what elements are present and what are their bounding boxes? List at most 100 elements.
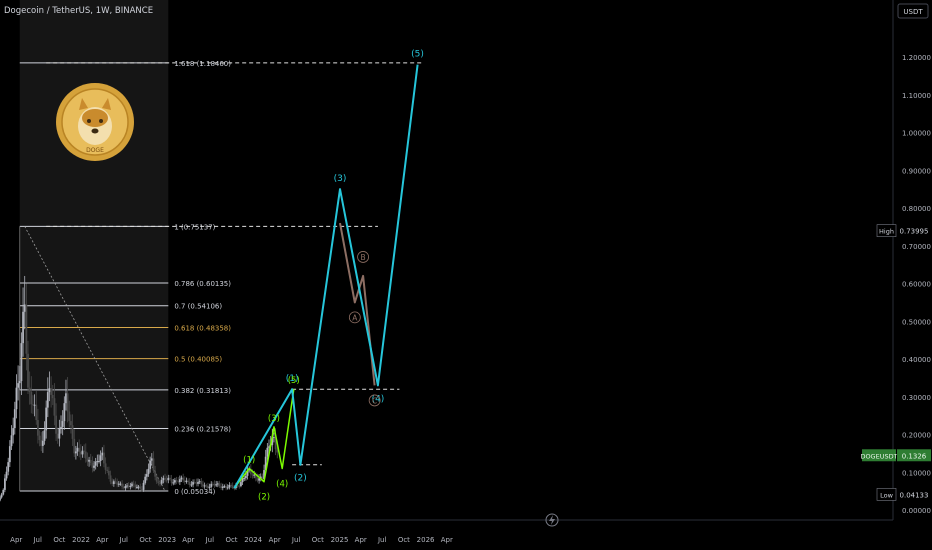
candle-body [101, 452, 104, 456]
candle-body [136, 487, 138, 489]
candle-body [258, 478, 260, 481]
candle-body [53, 398, 56, 416]
fib-level-label: 0.236 (0.21578) [174, 426, 231, 434]
candle-body [155, 476, 158, 482]
fib-level-label: 1 (0.75137) [174, 223, 215, 231]
wave-subdivision-line [233, 389, 295, 489]
candle-body [225, 486, 227, 488]
candle-body [240, 482, 242, 487]
candle-body [132, 483, 135, 485]
candle-body [106, 469, 109, 471]
candle-body [116, 482, 119, 485]
low-value: 0.04133 [900, 491, 929, 499]
candle-body [264, 456, 267, 471]
candle-body [200, 481, 203, 485]
candle-body [46, 392, 49, 408]
candle-body [41, 440, 44, 446]
candle-body [131, 483, 133, 486]
currency-button[interactable] [897, 3, 929, 19]
candle-body [226, 487, 229, 489]
x-tick-label: 2023 [158, 536, 176, 544]
candle-body [103, 452, 105, 464]
candle-body [37, 420, 39, 436]
candle-body [238, 485, 241, 487]
y-tick-label: 1.10000 [902, 92, 931, 100]
candle-body [121, 483, 123, 487]
candle-body [147, 468, 150, 475]
candle-body [152, 458, 155, 471]
candle-body [276, 449, 279, 453]
candle-body [122, 486, 125, 489]
candle-body [233, 487, 236, 489]
wave-subdivision-label: (1) [243, 455, 255, 465]
candle-body [114, 481, 117, 483]
candle-body [164, 477, 166, 480]
fib-level-label: 0.786 (0.60135) [174, 280, 231, 288]
y-tick-label: 0.30000 [902, 394, 931, 402]
y-tick-label: 0.20000 [902, 432, 931, 440]
candle-body [162, 477, 165, 481]
symbol-price: 0.1326 [902, 452, 927, 460]
x-tick-label: Apr [10, 536, 22, 544]
correction-label: A [352, 313, 358, 322]
candle-body [38, 435, 41, 441]
candle-body [74, 451, 77, 454]
candle-body [216, 483, 219, 485]
wave-subdivision-label: (3) [268, 414, 280, 424]
symbol-badge [862, 449, 896, 462]
x-tick-label: Jul [119, 536, 129, 544]
tradingview-icon[interactable] [545, 513, 559, 527]
candle-body [40, 440, 43, 446]
candle-body [169, 477, 171, 480]
currency-button-label: USDT [903, 8, 923, 16]
low-value-box [897, 488, 931, 501]
candle-body [177, 481, 180, 483]
candle-body [71, 425, 74, 439]
candle-body [56, 433, 59, 439]
candle-body [182, 477, 185, 481]
candle-body [18, 381, 21, 384]
candle-body [15, 387, 18, 410]
chart-title: Dogecoin / TetherUS, 1W, BINANCE [4, 6, 154, 16]
correction-circle [357, 251, 369, 263]
candle-body [112, 481, 115, 484]
candle-body [32, 404, 34, 406]
candle-body [91, 462, 94, 468]
candle-body [48, 388, 51, 393]
candle-body [66, 393, 69, 412]
candle-body [61, 421, 64, 427]
y-tick-label: 1.20000 [902, 54, 931, 62]
wave-label: (1) [286, 374, 299, 384]
wave-projection-line [233, 64, 419, 489]
candle-body [253, 474, 256, 476]
candle-body [144, 476, 147, 483]
candle-body [45, 407, 48, 431]
correction-circle [368, 394, 381, 407]
candle-body [70, 421, 72, 426]
fib-level-label: 0.7 (0.54106) [174, 303, 222, 311]
candle-body [268, 446, 270, 448]
x-tick-label: Oct [139, 536, 151, 544]
candle-body [215, 484, 218, 486]
candle-body [78, 447, 81, 452]
candle-body [99, 455, 102, 461]
candle-body [220, 486, 223, 488]
candle-body [76, 447, 79, 452]
candle-body [58, 428, 61, 439]
candle-body [254, 474, 257, 478]
y-tick-label: 0.50000 [902, 318, 931, 326]
candle-body [243, 478, 246, 480]
candle-body [198, 481, 201, 483]
fib-level-label: 0 (0.05034) [174, 488, 215, 496]
candle-body [5, 471, 8, 479]
candle-body [107, 470, 110, 476]
x-tick-label: Apr [355, 536, 367, 544]
candle-body [193, 481, 196, 483]
candle-body [0, 494, 3, 498]
x-tick-label: Oct [53, 536, 65, 544]
x-tick-label: Jul [32, 536, 42, 544]
y-tick-label: 1.00000 [902, 130, 931, 138]
candle-body [259, 476, 262, 479]
candle-body [218, 483, 221, 487]
